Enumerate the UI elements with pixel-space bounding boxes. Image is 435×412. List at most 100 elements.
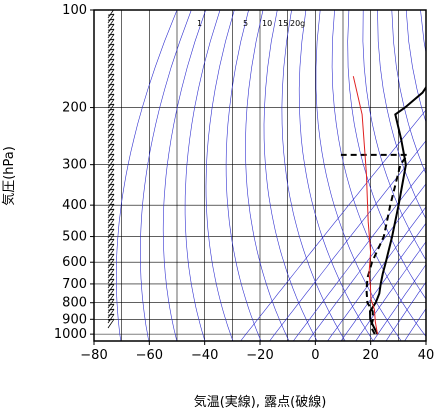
wind-barb-flag [107,68,115,71]
wind-barb [107,313,115,324]
dry-adiabat-line [315,10,402,341]
x-tick-label: −40 [191,348,218,363]
wind-barb-flag [107,123,115,126]
wind-barb-flag [107,113,115,116]
x-axis-label: 気温(実線), 露点(破線) [194,394,327,410]
wind-barb [107,13,115,24]
wind-barb-flag [107,203,115,206]
mixing-ratio-line [404,307,426,341]
y-tick-label: 500 [62,230,87,245]
wind-barb-flag [107,213,115,216]
wind-barb [107,258,115,269]
wind-barb-flag [107,148,115,151]
wind-barb [107,88,115,99]
wind-barb-flag [107,293,115,296]
wind-barb-flag [107,33,115,36]
dry-adiabat-line [347,10,426,300]
x-tick-label: 20 [362,348,379,363]
mixing-ratio-line [385,281,426,341]
wind-barb [107,273,115,284]
wind-barb [107,83,115,94]
wind-barb [107,253,115,264]
wind-barb [107,123,115,134]
wind-barb-flag [107,303,115,306]
wind-barb [107,108,115,119]
mixing-ratio-line [372,263,426,341]
mixing-ratio-line [293,166,426,341]
dry-adiabat-line [281,10,346,341]
wind-barb-flag [107,223,115,226]
wind-barb-flag [107,273,115,276]
wind-barb-flag [107,198,115,201]
wind-barb-flag [107,83,115,86]
y-axis-label: 気圧(hPa) [1,146,17,206]
wind-barb [107,178,115,189]
y-tick-label: 700 [62,277,87,292]
mixing-ratio-line [240,109,426,341]
wind-barb-flag [107,318,115,321]
mixing-ratio-label: 15 [278,19,288,28]
wind-barb [107,133,115,144]
wind-barb [107,28,115,39]
wind-barb [107,318,115,329]
wind-barb-flag [107,43,115,46]
wind-barb [107,143,115,154]
dry-adiabat-line [362,10,426,261]
y-tick-label: 400 [62,198,87,213]
wind-barb-flag [107,58,115,61]
wind-barb [107,53,115,64]
dry-adiabat-line [377,10,426,220]
wind-barb [107,118,115,129]
wind-barb-flag [107,18,115,21]
wind-barb [107,193,115,204]
wind-barb [107,298,115,309]
y-tick-label: 600 [62,255,87,270]
wind-barb-flag [107,13,115,16]
wind-barb-flag [107,28,115,31]
wind-barb-flag [107,73,115,76]
wind-barb-flag [107,153,115,156]
mixing-ratio-line [340,222,426,341]
wind-barb [107,238,115,249]
wind-barb [107,38,115,49]
y-tick-label: 900 [62,312,87,327]
mixing-ratio-line [355,241,426,341]
wind-barb [107,73,115,84]
x-tick-label: 40 [418,348,435,363]
wind-barb-flag [107,118,115,121]
wind-barb-flag [107,138,115,141]
wind-barb-flag [107,133,115,136]
wind-barb-flag [107,253,115,256]
dry-adiabat-line [263,10,318,341]
wind-barb [107,78,115,89]
wind-barb-flag [107,53,115,56]
wind-barb [107,168,115,179]
wind-barb [107,183,115,194]
x-tick-label: −80 [80,348,107,363]
mixing-ratio-line [307,183,426,341]
wind-barb [107,163,115,174]
wind-barb [107,98,115,109]
wind-barb-flag [107,88,115,91]
wind-barb [107,278,115,289]
wind-barb-flag [107,193,115,196]
wind-barb-flag [107,188,115,191]
wind-barb [107,248,115,259]
wind-barb-flag [107,108,115,111]
wind-barb-flag [107,238,115,241]
wind-barb [107,268,115,279]
wind-barb-flag [107,93,115,96]
wind-barb-flag [107,268,115,271]
wind-barb [107,303,115,314]
wind-barb [107,93,115,104]
wind-barb [107,203,115,214]
wind-barb-flag [107,183,115,186]
wind-barb-flag [107,228,115,231]
wind-barb [107,308,115,319]
wind-barb-flag [107,38,115,41]
wind-barb [107,58,115,69]
y-tick-label: 100 [62,3,87,18]
wind-barb [107,283,115,294]
wind-barb [107,208,115,219]
